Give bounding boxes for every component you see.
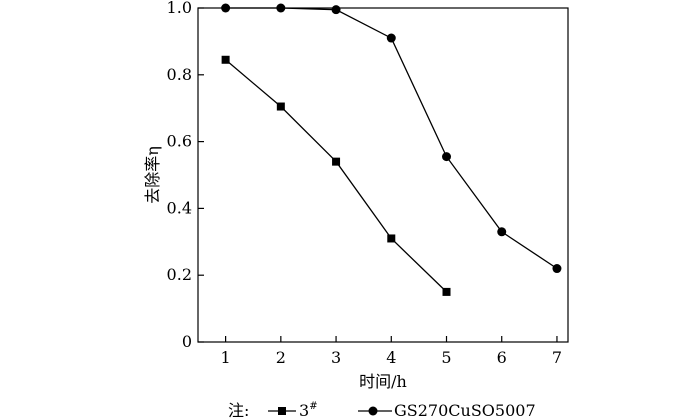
y-tick-label: 0.2 bbox=[167, 265, 192, 284]
axes: 1 2 3 4 5 6 7 0 0.2 0.4 0.6 0.8 1.0 bbox=[167, 0, 569, 367]
y-tick-label: 0 bbox=[182, 332, 192, 351]
series-1-point bbox=[387, 234, 396, 243]
x-tick-label: 6 bbox=[497, 348, 507, 367]
x-tick-label: 2 bbox=[276, 348, 286, 367]
series-1-point bbox=[276, 102, 285, 111]
legend-marker-circle bbox=[368, 406, 378, 416]
series-1-point bbox=[442, 287, 451, 296]
y-axis-label: 去除率η bbox=[143, 146, 162, 204]
x-axis-label: 时间/h bbox=[359, 372, 407, 391]
series-1-line bbox=[225, 59, 447, 293]
legend-marker-square bbox=[278, 407, 286, 415]
x-tick-label: 4 bbox=[386, 348, 396, 367]
legend-label-square-text: 3 bbox=[299, 401, 309, 420]
series-2-point bbox=[221, 3, 231, 13]
x-tick-label: 7 bbox=[552, 348, 562, 367]
series-2-line bbox=[225, 7, 558, 270]
legend-note-prefix: 注: bbox=[228, 401, 249, 420]
series-1-point bbox=[221, 55, 230, 64]
x-tick-label: 1 bbox=[221, 348, 231, 367]
x-tick-label: 3 bbox=[331, 348, 341, 367]
series-1-point bbox=[332, 157, 341, 166]
y-tick-label: 0.4 bbox=[167, 198, 192, 217]
plot-frame bbox=[197, 7, 569, 343]
series-2-point bbox=[276, 3, 286, 13]
y-tick-label: 0.8 bbox=[167, 65, 192, 84]
legend-label-square: 3# bbox=[299, 401, 318, 420]
series-2-point bbox=[386, 33, 396, 43]
y-tick-label: 0.6 bbox=[167, 132, 192, 151]
series-2-point bbox=[497, 227, 507, 237]
series-2-point bbox=[552, 264, 562, 274]
series-2-point bbox=[331, 5, 341, 15]
y-tick-label: 1.0 bbox=[167, 0, 192, 17]
legend: 注: 3# GS270CuSO5007 bbox=[228, 401, 536, 420]
legend-label-square-sup: # bbox=[309, 401, 317, 412]
series-layer bbox=[221, 3, 562, 296]
legend-label-circle: GS270CuSO5007 bbox=[394, 401, 536, 420]
x-tick-label: 5 bbox=[441, 348, 451, 367]
series-2-point bbox=[442, 152, 452, 162]
